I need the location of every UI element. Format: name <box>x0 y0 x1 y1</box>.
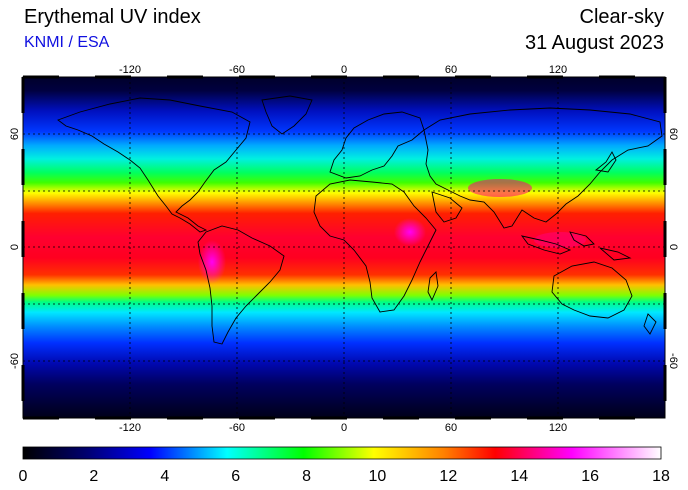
colorbar-tick-label: 16 <box>581 468 599 485</box>
colorbar-tick-label: 14 <box>510 468 528 485</box>
lat-tick-label-left: 60 <box>9 128 21 140</box>
colorbar-tick-label: 8 <box>302 468 311 485</box>
lon-tick-label-top: -60 <box>229 64 245 76</box>
lon-tick-label-top: 120 <box>549 64 567 76</box>
colorbar-tick-label: 10 <box>369 468 387 485</box>
lon-tick-label-bottom: 0 <box>341 422 347 434</box>
lon-tick-label-bottom: -120 <box>119 422 141 434</box>
coastlines <box>57 95 663 345</box>
sky-condition-label: Clear-sky <box>579 6 664 28</box>
data-source-label: KNMI / ESA <box>24 34 110 51</box>
lon-tick-label-bottom: -60 <box>229 422 245 434</box>
lon-tick-label-top: 0 <box>341 64 347 76</box>
lat-tick-label-left: 0 <box>9 244 21 250</box>
lat-tick-label-left: -60 <box>9 353 21 369</box>
colorbar-tick-label: 2 <box>89 468 98 485</box>
colorbar-tick-label: 4 <box>160 468 169 485</box>
frame-border-ticks <box>21 75 667 420</box>
lat-tick-label-right: -60 <box>667 353 679 369</box>
colorbar-tick-label: 12 <box>439 468 457 485</box>
colorbar-tick-label: 0 <box>19 468 28 485</box>
lon-tick-label-bottom: 60 <box>445 422 457 434</box>
colorbar-tick-label: 18 <box>652 468 670 485</box>
lon-tick-label-bottom: 120 <box>549 422 567 434</box>
lat-tick-label-right: 0 <box>667 244 679 250</box>
colorbar-tick-label: 6 <box>231 468 240 485</box>
colorbar-labels: 0 2 4 6 8 10 12 14 16 18 <box>19 468 670 485</box>
date-label: 31 August 2023 <box>524 32 664 54</box>
graticule <box>23 77 665 418</box>
colorbar <box>22 446 662 460</box>
lon-tick-label-top: 60 <box>445 64 457 76</box>
map-title: Erythemal UV index <box>24 6 201 28</box>
lat-tick-label-right: 60 <box>667 128 679 140</box>
lon-tick-label-top: -120 <box>119 64 141 76</box>
